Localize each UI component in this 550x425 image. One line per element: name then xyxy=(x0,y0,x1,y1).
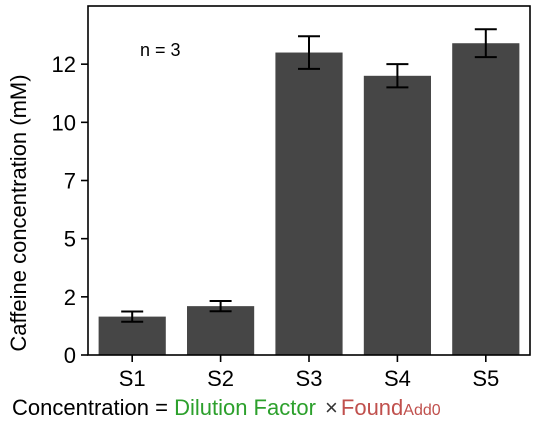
sample-size-annotation: n = 3 xyxy=(140,40,181,60)
formula-lhs: Concentration = xyxy=(12,395,168,420)
bar-s3 xyxy=(275,52,343,356)
bar-s1 xyxy=(98,316,166,355)
y-tick-label: 2 xyxy=(64,285,76,310)
formula-found: Found xyxy=(340,395,404,420)
error-bar-s3 xyxy=(298,35,320,70)
bar-s2 xyxy=(187,306,255,355)
bar-s4 xyxy=(363,75,431,356)
bars xyxy=(98,43,520,356)
x-tick-label-s3: S3 xyxy=(296,366,323,391)
formula-found-subscript: Add0 xyxy=(403,402,441,419)
x-tick-label-s2: S2 xyxy=(207,366,234,391)
error-bar-s1 xyxy=(121,310,144,323)
y-axis-ticks: 0 2 5 7 10 12 xyxy=(52,52,88,368)
x-axis-ticks: S1 S2 S3 S4 S5 xyxy=(119,355,499,391)
bar-s5 xyxy=(452,43,520,356)
error-bars xyxy=(121,28,497,323)
y-tick-label: 5 xyxy=(64,227,76,252)
error-bar-s4 xyxy=(386,63,409,89)
y-tick-label: 0 xyxy=(64,343,76,368)
x-tick-label-s5: S5 xyxy=(472,366,499,391)
x-tick-label-s1: S1 xyxy=(119,366,146,391)
error-bar-s5 xyxy=(474,28,497,59)
y-axis-label: Caffeine concentration (mM) xyxy=(6,74,31,351)
x-tick-label-s4: S4 xyxy=(384,366,411,391)
concentration-formula: Concentration = Dilution Factor × FoundAd… xyxy=(12,394,441,422)
y-tick-label: 12 xyxy=(52,52,76,77)
formula-times-sign: × xyxy=(325,395,338,420)
error-bar-s2 xyxy=(209,300,232,313)
y-tick-label: 7 xyxy=(64,169,76,194)
y-tick-label: 10 xyxy=(52,110,76,135)
formula-dilution-factor: Dilution Factor xyxy=(174,395,316,420)
